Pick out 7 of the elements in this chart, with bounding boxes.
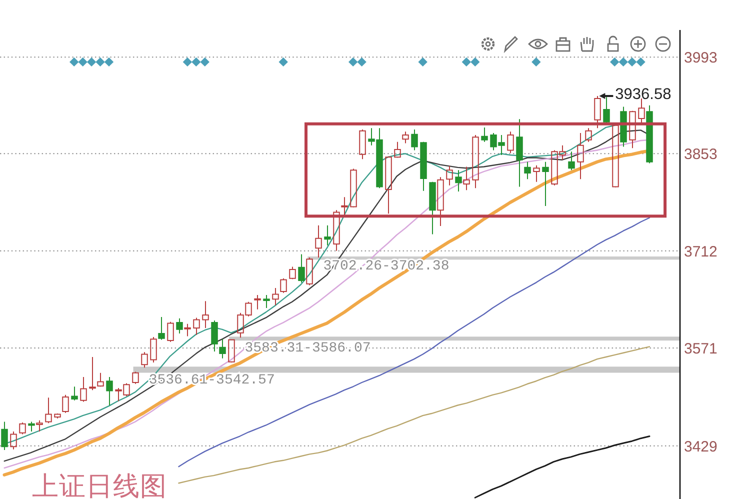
- tick-label: 3993: [684, 50, 718, 67]
- annotation: 3936.58: [615, 86, 672, 104]
- tick-label: 3712: [684, 243, 718, 260]
- tick-label: 3571: [684, 340, 718, 358]
- title: 上证日线图: [32, 471, 167, 499]
- tick-label: 3429: [684, 438, 718, 456]
- tick-label: 3853: [684, 146, 718, 164]
